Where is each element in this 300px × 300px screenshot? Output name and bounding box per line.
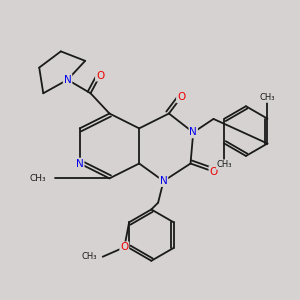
Text: N: N <box>76 158 84 169</box>
Text: CH₃: CH₃ <box>260 93 275 102</box>
Text: O: O <box>120 242 128 252</box>
Text: O: O <box>96 71 104 81</box>
Text: O: O <box>209 167 217 177</box>
Text: O: O <box>177 92 185 102</box>
Text: CH₃: CH₃ <box>29 174 46 183</box>
Text: N: N <box>64 75 71 85</box>
Text: N: N <box>189 128 197 137</box>
Text: N: N <box>160 176 167 186</box>
Text: CH₃: CH₃ <box>82 252 97 261</box>
Text: CH₃: CH₃ <box>217 160 232 169</box>
